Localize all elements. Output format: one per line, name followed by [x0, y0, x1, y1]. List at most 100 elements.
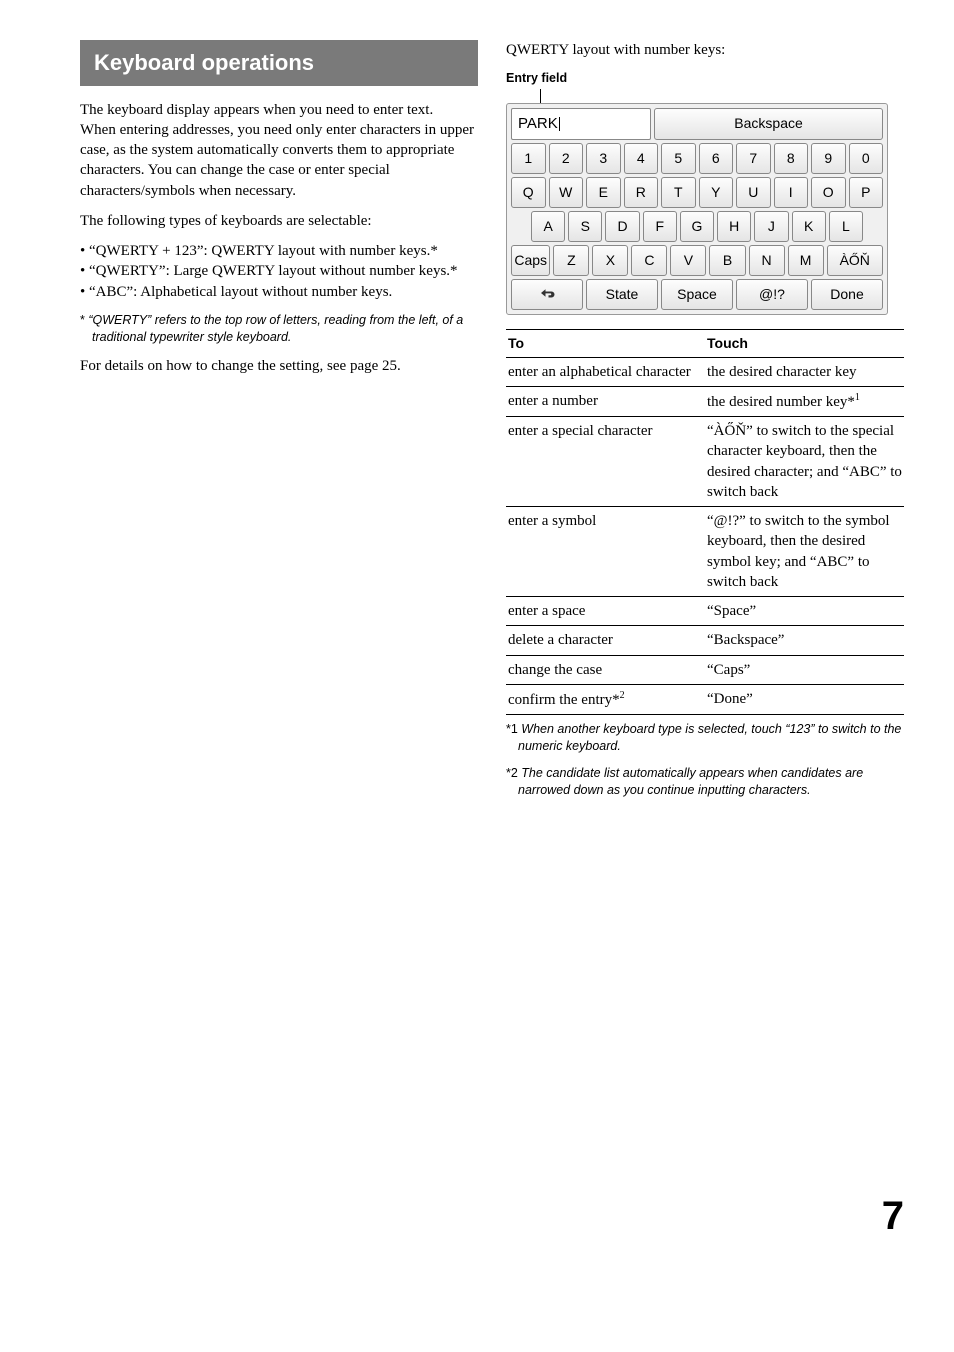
key-i[interactable]: I: [774, 177, 809, 208]
key-b[interactable]: B: [709, 245, 745, 276]
cell-touch: “Space”: [705, 597, 904, 626]
symbol-key[interactable]: @!?: [736, 279, 808, 310]
key-1[interactable]: 1: [511, 143, 546, 174]
key-o[interactable]: O: [811, 177, 846, 208]
cell-touch: “Caps”: [705, 655, 904, 684]
key-2[interactable]: 2: [549, 143, 584, 174]
body-text: The following types of keyboards are sel…: [80, 211, 478, 231]
key-z[interactable]: Z: [553, 245, 589, 276]
key-9[interactable]: 9: [811, 143, 846, 174]
bullet-item: “ABC”: Alphabetical layout without numbe…: [80, 282, 478, 302]
cell-touch: “Backspace”: [705, 626, 904, 655]
text: When entering addresses, you need only e…: [80, 122, 474, 199]
key-a[interactable]: A: [531, 211, 565, 242]
undo-key[interactable]: [511, 279, 583, 310]
key-h[interactable]: H: [717, 211, 751, 242]
footnote-text: The candidate list automatically appears…: [518, 766, 863, 797]
table-row: confirm the entry*2 “Done”: [506, 684, 904, 714]
body-text: The keyboard display appears when you ne…: [80, 100, 478, 201]
key-0[interactable]: 0: [849, 143, 884, 174]
key-s[interactable]: S: [568, 211, 602, 242]
footnote-text: When another keyboard type is selected, …: [518, 722, 901, 753]
footnote: *1 When another keyboard type is selecte…: [506, 721, 904, 755]
cell-touch: “Done”: [705, 684, 904, 714]
key-6[interactable]: 6: [699, 143, 734, 174]
key-c[interactable]: C: [631, 245, 667, 276]
key-g[interactable]: G: [680, 211, 714, 242]
backspace-key[interactable]: Backspace: [654, 108, 883, 140]
special-chars-key[interactable]: ÀŐŇ: [827, 245, 883, 276]
table-row: enter a special character “ÀŐŇ” to switc…: [506, 417, 904, 507]
key-j[interactable]: J: [754, 211, 788, 242]
done-key[interactable]: Done: [811, 279, 883, 310]
cell-touch: “ÀŐŇ” to switch to the special character…: [705, 417, 904, 507]
footnote-marker: *2: [506, 766, 521, 780]
cell-to: delete a character: [506, 626, 705, 655]
body-text: For details on how to change the setting…: [80, 356, 478, 376]
cell-to: confirm the entry*2: [506, 684, 705, 714]
cell-touch: the desired number key*1: [705, 386, 904, 416]
figure-caption: Entry field: [506, 70, 904, 87]
caption-pointer: [540, 89, 541, 103]
state-key[interactable]: State: [586, 279, 658, 310]
bullet-list: “QWERTY + 123”: QWERTY layout with numbe…: [80, 241, 478, 302]
undo-icon: [538, 287, 556, 299]
key-y[interactable]: Y: [699, 177, 734, 208]
section-header: Keyboard operations: [80, 40, 478, 86]
table-header-touch: Touch: [705, 329, 904, 357]
table-header-to: To: [506, 329, 705, 357]
key-d[interactable]: D: [605, 211, 639, 242]
cell-to: change the case: [506, 655, 705, 684]
key-3[interactable]: 3: [586, 143, 621, 174]
footnote: * “QWERTY” refers to the top row of lett…: [80, 312, 478, 346]
key-u[interactable]: U: [736, 177, 771, 208]
footnote: *2 The candidate list automatically appe…: [506, 765, 904, 799]
key-f[interactable]: F: [643, 211, 677, 242]
key-n[interactable]: N: [749, 245, 785, 276]
bullet-item: “QWERTY”: Large QWERTY layout without nu…: [80, 261, 478, 281]
cell-touch: the desired character key: [705, 357, 904, 386]
key-w[interactable]: W: [549, 177, 584, 208]
bullet-item: “QWERTY + 123”: QWERTY layout with numbe…: [80, 241, 478, 261]
key-row: A S D F G H J K L: [511, 211, 883, 242]
table-row: enter a symbol “@!?” to switch to the sy…: [506, 507, 904, 597]
cell-to: enter a special character: [506, 417, 705, 507]
footnote-marker: *1: [506, 722, 521, 736]
key-row: 1 2 3 4 5 6 7 8 9 0: [511, 143, 883, 174]
entry-field[interactable]: PARK: [511, 108, 651, 140]
space-key[interactable]: Space: [661, 279, 733, 310]
key-v[interactable]: V: [670, 245, 706, 276]
key-l[interactable]: L: [829, 211, 863, 242]
key-p[interactable]: P: [849, 177, 884, 208]
cell-to: enter a symbol: [506, 507, 705, 597]
key-k[interactable]: K: [792, 211, 826, 242]
key-row: Caps Z X C V B N M ÀŐŇ: [511, 245, 883, 276]
table-row: enter an alphabetical character the desi…: [506, 357, 904, 386]
table-row: delete a character “Backspace”: [506, 626, 904, 655]
text-cursor: [559, 117, 560, 131]
key-4[interactable]: 4: [624, 143, 659, 174]
table-row: enter a number the desired number key*1: [506, 386, 904, 416]
key-5[interactable]: 5: [661, 143, 696, 174]
caps-key[interactable]: Caps: [511, 245, 550, 276]
actions-table: To Touch enter an alphabetical character…: [506, 329, 904, 715]
text: The keyboard display appears when you ne…: [80, 102, 433, 118]
key-q[interactable]: Q: [511, 177, 546, 208]
table-row: change the case “Caps”: [506, 655, 904, 684]
cell-touch: “@!?” to switch to the symbol keyboard, …: [705, 507, 904, 597]
key-row: State Space @!? Done: [511, 279, 883, 310]
cell-to: enter an alphabetical character: [506, 357, 705, 386]
key-7[interactable]: 7: [736, 143, 771, 174]
cell-to: enter a number: [506, 386, 705, 416]
cell-to: enter a space: [506, 597, 705, 626]
footnote-text: “QWERTY” refers to the top row of letter…: [88, 313, 463, 344]
key-t[interactable]: T: [661, 177, 696, 208]
key-x[interactable]: X: [592, 245, 628, 276]
entry-value: PARK: [518, 115, 558, 132]
key-8[interactable]: 8: [774, 143, 809, 174]
key-row: Q W E R T Y U I O P: [511, 177, 883, 208]
body-text: QWERTY layout with number keys:: [506, 40, 904, 60]
key-m[interactable]: M: [788, 245, 824, 276]
key-e[interactable]: E: [586, 177, 621, 208]
key-r[interactable]: R: [624, 177, 659, 208]
